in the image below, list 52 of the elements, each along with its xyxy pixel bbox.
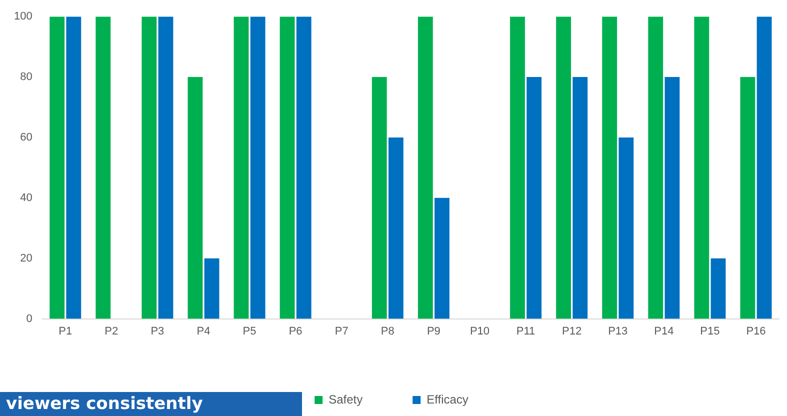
- bar: [572, 77, 588, 319]
- y-tick-label: 40: [20, 192, 32, 204]
- x-tick-label: P4: [196, 325, 210, 338]
- bar: [158, 16, 174, 319]
- bar: [556, 16, 571, 319]
- bar: [510, 16, 525, 319]
- bar: [526, 77, 542, 319]
- x-tick-label: P10: [470, 325, 490, 338]
- legend-label: Safety: [328, 392, 363, 406]
- bar: [418, 16, 433, 319]
- x-tick-label: P14: [654, 325, 674, 338]
- x-tick-label: P3: [150, 325, 164, 338]
- bar: [740, 77, 756, 319]
- bar: [142, 16, 157, 319]
- x-tick-label: P1: [58, 325, 72, 338]
- bar: [618, 137, 634, 319]
- bar: [648, 16, 664, 319]
- x-tick-label: P13: [608, 325, 628, 338]
- x-tick-label: P5: [242, 325, 256, 338]
- bar: [50, 16, 65, 319]
- y-tick-label: 100: [14, 10, 32, 23]
- bar: [96, 16, 111, 319]
- x-tick-label: P8: [380, 325, 394, 338]
- bar: [188, 77, 203, 319]
- bar: [710, 258, 726, 319]
- bar: [66, 16, 82, 319]
- bar: [280, 16, 295, 319]
- x-tick-label: P6: [288, 325, 302, 338]
- bar: [434, 198, 450, 319]
- y-tick-label: 80: [20, 71, 32, 84]
- bar: [756, 16, 772, 319]
- bar: [204, 258, 220, 319]
- x-tick-label: P9: [426, 325, 440, 338]
- bar: [234, 16, 249, 319]
- y-tick-label: 60: [20, 132, 32, 144]
- x-tick-label: P15: [700, 325, 720, 338]
- x-tick-label: P16: [746, 325, 766, 338]
- bar: [296, 16, 312, 319]
- bar: [372, 77, 387, 319]
- x-tick-label: P2: [104, 325, 118, 338]
- x-tick-label: P11: [516, 325, 536, 338]
- bar: [250, 16, 266, 319]
- y-tick-label: 0: [26, 312, 32, 325]
- x-tick-label: P7: [334, 325, 348, 338]
- bar: [664, 77, 680, 319]
- bar: [602, 16, 618, 319]
- legend-label: Efficacy: [426, 392, 468, 406]
- y-tick-label: 20: [20, 252, 32, 264]
- bar: [388, 137, 404, 319]
- bar: [694, 16, 710, 319]
- x-tick-label: P12: [562, 325, 582, 338]
- text: viewers consistently: [0, 392, 302, 416]
